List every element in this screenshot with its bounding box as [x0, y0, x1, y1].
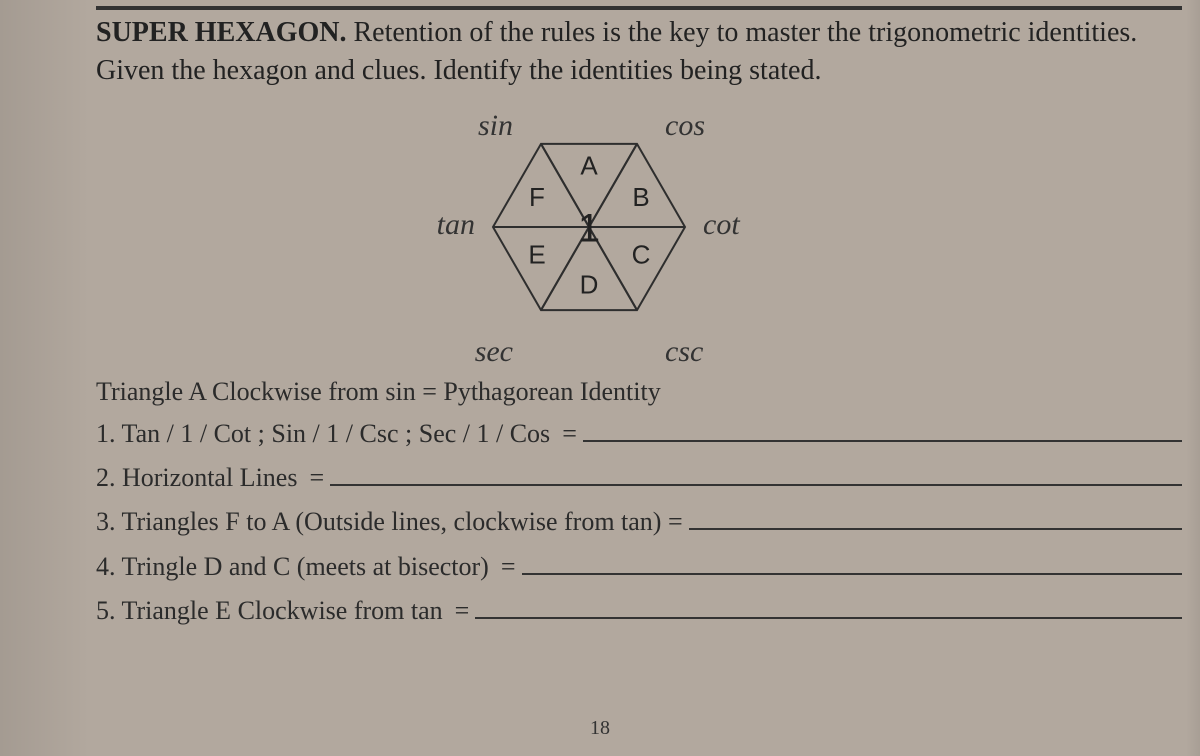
page-number: 18 [0, 717, 1200, 740]
equals-sign: = [556, 416, 583, 452]
answer-blank[interactable] [330, 454, 1182, 486]
clue-row-4: 4. Tringle D and C (meets at bisector) = [96, 543, 1182, 585]
clue-text: 2. Horizontal Lines [96, 460, 303, 496]
clue-row-2: 2. Horizontal Lines = [96, 454, 1182, 496]
intro-bold: SUPER HEXAGON. [96, 17, 346, 48]
svg-text:A: A [580, 150, 598, 180]
left-shade [0, 0, 90, 756]
clues-headline: Triangle A Clockwise from sin = Pythagor… [96, 374, 1182, 410]
svg-text:sin: sin [478, 108, 513, 141]
clues-block: Triangle A Clockwise from sin = Pythagor… [96, 374, 1182, 630]
clue-text: 3. Triangles F to A (Outside lines, cloc… [96, 504, 689, 540]
svg-text:D: D [580, 269, 599, 299]
svg-text:B: B [632, 182, 649, 212]
answer-blank[interactable] [583, 410, 1182, 442]
worksheet-page: SUPER HEXAGON. Retention of the rules is… [0, 0, 1200, 756]
intro-paragraph: SUPER HEXAGON. Retention of the rules is… [96, 14, 1182, 90]
equals-sign: = [449, 593, 476, 629]
hexagon-svg: sin cos tan cot sec csc A BC D EF 1 [379, 92, 899, 372]
answer-blank[interactable] [475, 587, 1182, 619]
svg-text:cot: cot [703, 207, 740, 240]
right-shade [1186, 0, 1200, 756]
clue-text: 4. Tringle D and C (meets at bisector) [96, 549, 495, 585]
hexagon-diagram: sin cos tan cot sec csc A BC D EF 1 [96, 92, 1182, 372]
clue-text: 5. Triangle E Clockwise from tan [96, 593, 449, 629]
svg-text:E: E [528, 239, 545, 269]
svg-text:csc: csc [665, 335, 703, 368]
svg-text:F: F [529, 182, 545, 212]
clue-row-3: 3. Triangles F to A (Outside lines, cloc… [96, 499, 1182, 541]
answer-blank[interactable] [522, 543, 1182, 575]
svg-text:sec: sec [475, 335, 513, 368]
clue-row-1: 1. Tan / 1 / Cot ; Sin / 1 / Csc ; Sec /… [96, 410, 1182, 452]
equals-sign: = [303, 460, 330, 496]
svg-text:C: C [632, 239, 651, 269]
clue-text: 1. Tan / 1 / Cot ; Sin / 1 / Csc ; Sec /… [96, 416, 556, 452]
equals-sign: = [495, 549, 522, 585]
svg-text:cos: cos [665, 108, 705, 141]
clue-row-5: 5. Triangle E Clockwise from tan = [96, 587, 1182, 629]
top-rule [96, 6, 1182, 10]
svg-text:1: 1 [578, 206, 600, 250]
content-area: SUPER HEXAGON. Retention of the rules is… [96, 14, 1182, 631]
svg-text:tan: tan [437, 207, 475, 240]
answer-blank[interactable] [689, 499, 1182, 531]
